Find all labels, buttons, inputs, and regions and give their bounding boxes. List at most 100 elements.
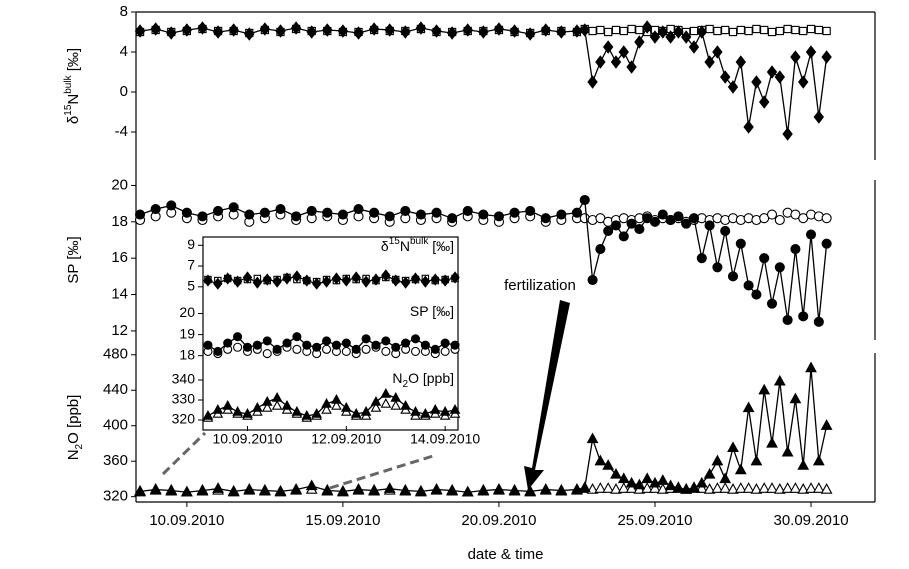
data-point	[244, 209, 255, 220]
y-tick-label: 320	[172, 411, 196, 427]
data-point	[736, 25, 745, 35]
data-point	[752, 24, 761, 34]
data-point	[751, 289, 762, 300]
data-point	[449, 404, 461, 414]
data-point	[371, 273, 381, 286]
data-point	[341, 274, 352, 287]
y-tick-label: 8	[120, 3, 128, 20]
data-point	[213, 205, 224, 216]
data-point	[634, 224, 645, 235]
data-point	[400, 205, 411, 216]
data-point	[381, 336, 391, 346]
data-point	[680, 30, 692, 44]
y-tick-label: 18	[111, 213, 128, 230]
label-part: bulk	[63, 74, 74, 93]
data-point	[196, 483, 209, 495]
data-point	[384, 23, 395, 37]
data-point	[429, 404, 441, 414]
data-point	[212, 25, 224, 39]
data-point	[302, 274, 312, 287]
data-point	[197, 211, 208, 222]
data-point	[540, 23, 551, 37]
data-point	[782, 314, 793, 326]
data-point	[610, 55, 622, 69]
data-point	[391, 274, 401, 287]
data-point	[150, 204, 161, 215]
data-point	[431, 207, 442, 218]
zoom-line	[329, 454, 434, 490]
data-point	[331, 394, 342, 404]
data-point	[588, 26, 597, 36]
y-tick-label: 7	[187, 257, 195, 273]
data-point	[290, 483, 302, 494]
data-point	[259, 483, 271, 495]
data-point	[571, 24, 583, 38]
y-tick-label: 14	[111, 286, 128, 303]
data-point	[743, 280, 754, 291]
data-point	[290, 21, 302, 35]
data-point	[774, 70, 786, 84]
x-axis-label: date & time	[468, 546, 544, 563]
data-point	[134, 24, 146, 38]
label-part: 2	[403, 379, 409, 390]
data-point	[767, 27, 777, 37]
data-point	[493, 22, 505, 36]
data-point	[734, 463, 747, 475]
data-point	[292, 344, 302, 354]
y-tick-label: 19	[179, 325, 195, 341]
data-point	[381, 269, 391, 282]
data-point	[759, 95, 770, 109]
data-point	[228, 23, 239, 37]
data-point	[259, 22, 271, 36]
data-point	[351, 344, 361, 354]
data-point	[222, 400, 234, 410]
data-point	[252, 402, 263, 412]
data-point	[203, 274, 213, 287]
data-point	[656, 474, 669, 485]
data-point	[695, 476, 708, 488]
data-point	[797, 483, 810, 494]
data-point	[446, 26, 458, 40]
data-point	[202, 410, 214, 420]
data-point	[274, 484, 287, 496]
data-point	[331, 272, 342, 285]
data-point	[350, 408, 362, 418]
data-point	[399, 483, 412, 495]
data-point	[595, 55, 606, 69]
label-part: N	[392, 370, 402, 386]
data-point	[758, 383, 771, 395]
data-point	[232, 275, 243, 288]
data-point	[370, 402, 382, 412]
y-axis-label: N2O [ppb]	[392, 370, 454, 390]
data-point	[672, 481, 685, 492]
data-point	[509, 24, 520, 38]
y-tick-label: 400	[103, 417, 128, 434]
data-point	[371, 340, 381, 350]
label-part: N	[65, 449, 82, 460]
data-point	[223, 272, 233, 285]
data-point	[602, 482, 615, 493]
data-point	[361, 275, 371, 288]
data-point	[820, 419, 833, 430]
data-point	[524, 484, 537, 496]
data-point	[281, 400, 293, 410]
data-point	[665, 30, 676, 44]
data-point	[440, 346, 450, 357]
data-point	[734, 482, 747, 493]
data-point	[703, 483, 716, 494]
data-point	[689, 26, 699, 36]
data-point	[727, 80, 739, 94]
y-tick-label: 5	[187, 278, 195, 294]
data-point	[368, 22, 380, 36]
data-point	[430, 344, 440, 354]
label-part: N	[400, 238, 410, 254]
data-point	[282, 272, 292, 285]
data-point	[586, 483, 599, 494]
data-point	[477, 483, 490, 495]
data-point	[604, 27, 613, 37]
y-tick-label: 330	[172, 391, 196, 407]
data-point	[291, 211, 302, 222]
y-tick-label: 360	[103, 452, 128, 469]
data-point	[321, 336, 332, 346]
